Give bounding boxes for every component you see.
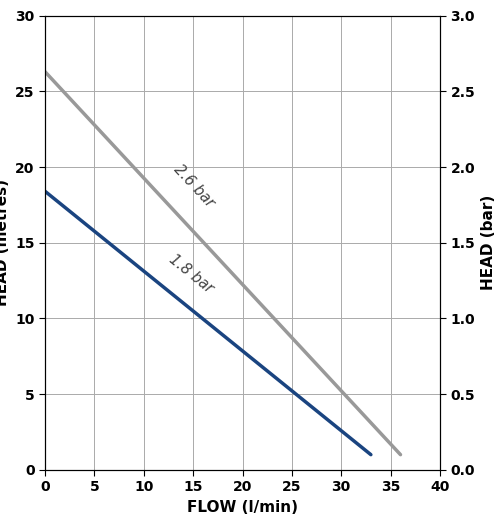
Y-axis label: HEAD (metres): HEAD (metres) — [0, 179, 10, 306]
Text: 2.6 bar: 2.6 bar — [171, 162, 218, 210]
X-axis label: FLOW (l/min): FLOW (l/min) — [187, 500, 298, 515]
Y-axis label: HEAD (bar): HEAD (bar) — [480, 195, 496, 290]
Text: 1.8 bar: 1.8 bar — [166, 252, 216, 296]
